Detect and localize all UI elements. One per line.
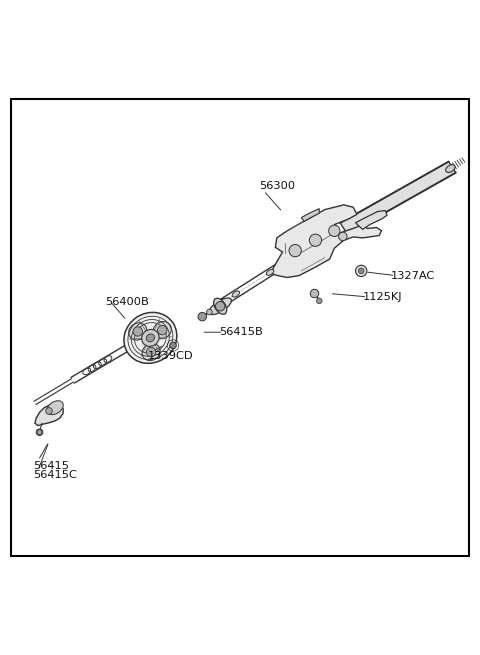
Ellipse shape [146, 334, 155, 342]
Circle shape [356, 265, 367, 276]
Polygon shape [340, 162, 456, 234]
Text: 56415B: 56415B [219, 328, 263, 337]
Text: 56400B: 56400B [106, 297, 149, 307]
Circle shape [359, 268, 364, 274]
Ellipse shape [266, 269, 274, 275]
Circle shape [36, 429, 43, 436]
Circle shape [309, 234, 322, 246]
Circle shape [157, 326, 167, 335]
Text: 56415C: 56415C [34, 470, 77, 480]
Polygon shape [271, 205, 382, 278]
Ellipse shape [209, 298, 231, 314]
Ellipse shape [47, 401, 63, 415]
Text: 1339CD: 1339CD [148, 351, 193, 361]
Circle shape [289, 244, 301, 257]
Text: 56415: 56415 [34, 460, 70, 470]
Ellipse shape [129, 323, 147, 340]
Text: 1125KJ: 1125KJ [362, 292, 402, 302]
Ellipse shape [232, 291, 240, 297]
Circle shape [133, 327, 143, 336]
Circle shape [206, 309, 212, 315]
Circle shape [216, 301, 225, 311]
Text: 1327AC: 1327AC [391, 271, 435, 280]
Polygon shape [356, 210, 387, 229]
Ellipse shape [142, 343, 160, 361]
Circle shape [198, 312, 206, 321]
Circle shape [316, 298, 322, 304]
Ellipse shape [445, 164, 455, 172]
Circle shape [146, 347, 156, 357]
Circle shape [310, 290, 319, 298]
Ellipse shape [153, 322, 171, 339]
Circle shape [37, 430, 42, 434]
Circle shape [46, 407, 52, 414]
Text: 56300: 56300 [259, 181, 295, 191]
Ellipse shape [214, 298, 227, 314]
Circle shape [329, 225, 340, 236]
Circle shape [338, 233, 347, 241]
Ellipse shape [142, 329, 159, 346]
Ellipse shape [124, 312, 177, 364]
Polygon shape [35, 404, 63, 426]
Polygon shape [301, 209, 319, 221]
Circle shape [170, 342, 176, 348]
